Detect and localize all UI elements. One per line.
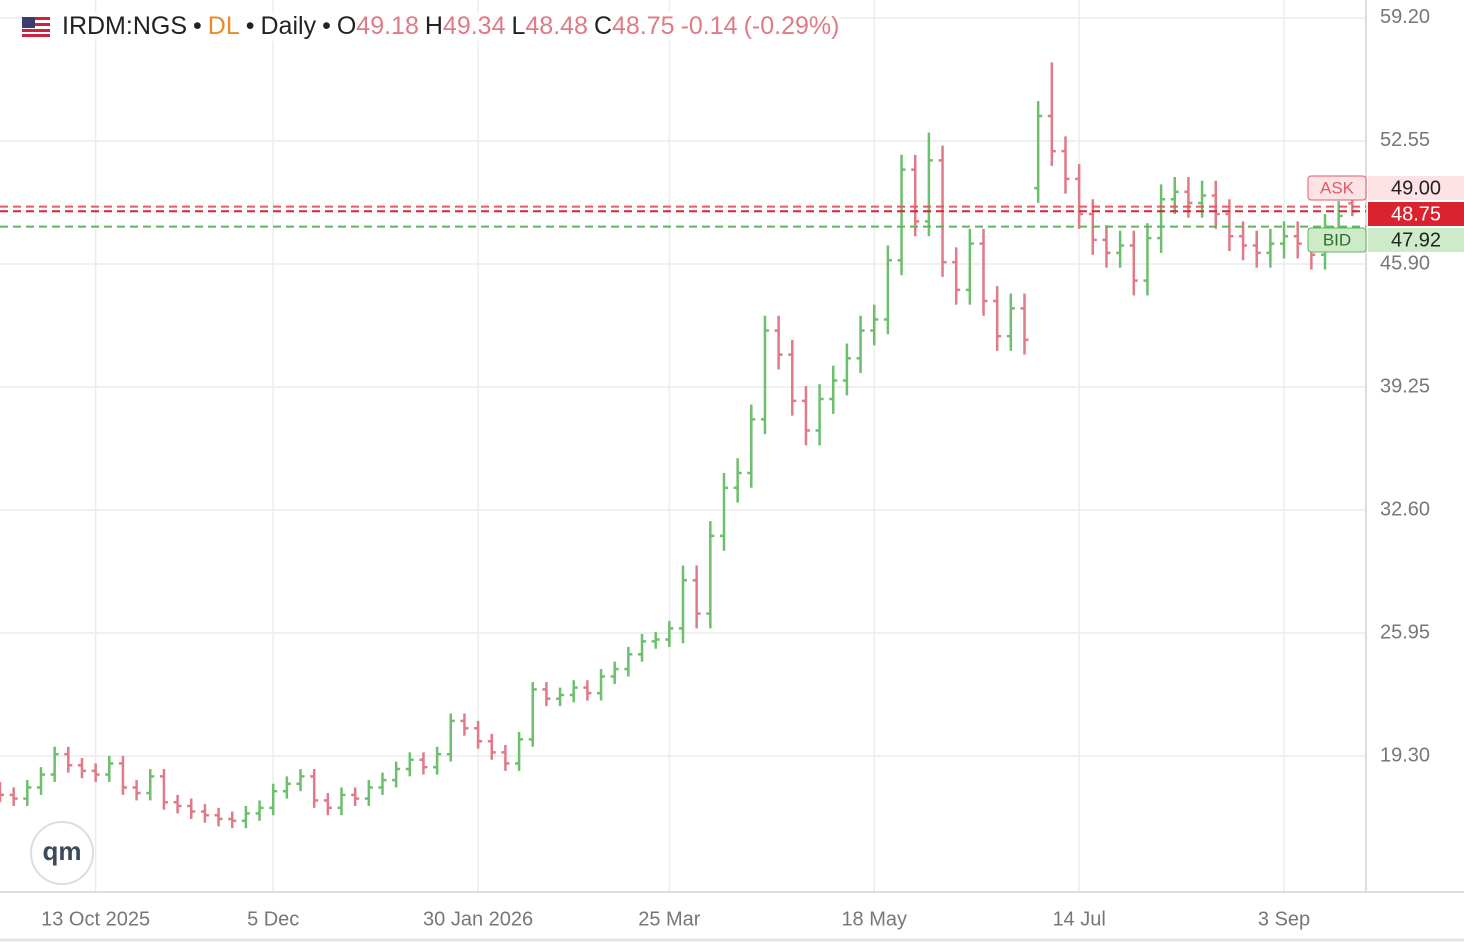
ohlc-label: O: [336, 12, 357, 40]
chart-header: IRDM:NGS • DL • Daily • O49.18 H49.34 L4…: [22, 12, 840, 41]
x-tick-label: 18 May: [841, 908, 907, 930]
y-tick-label: 25.95: [1380, 621, 1430, 643]
quote-value-box: [1368, 176, 1464, 200]
high-value: 49.34: [442, 12, 506, 40]
y-tick-label: 19.30: [1380, 744, 1430, 766]
y-tick-label: 32.60: [1380, 498, 1430, 520]
quote-value: 47.92: [1391, 229, 1441, 251]
x-tick-label: 14 Jul: [1052, 908, 1105, 930]
quote-name: BID: [1323, 230, 1351, 249]
change-pct: (-0.29%): [743, 12, 840, 40]
quote-name: ASK: [1320, 178, 1355, 197]
separator: •: [322, 12, 331, 40]
x-tick-label: 5 Dec: [247, 908, 299, 930]
source: DL: [207, 12, 240, 40]
flag-icon: [22, 16, 50, 37]
ohlc-label: C: [593, 12, 613, 40]
x-tick-label: 3 Sep: [1258, 908, 1310, 930]
quote-value-box: [1368, 228, 1464, 252]
last-value-box: [1368, 202, 1464, 226]
y-tick-label: 39.25: [1380, 375, 1430, 397]
y-tick-label: 59.20: [1380, 6, 1430, 28]
ohlc-label: L: [511, 12, 526, 40]
y-tick-label: 52.55: [1380, 129, 1430, 151]
close-value: 48.75: [612, 12, 675, 40]
separator: •: [245, 12, 255, 40]
separator: •: [193, 12, 202, 40]
quote-tag: [1307, 175, 1367, 201]
open-value: 49.18: [356, 12, 419, 40]
logo-circle: [30, 821, 94, 885]
last-value: 48.75: [1391, 203, 1441, 225]
low-value: 48.48: [525, 12, 588, 40]
ohlc-label: H: [424, 12, 443, 40]
x-tick-label: 25 Mar: [638, 908, 701, 930]
x-tick-label: 30 Jan 2026: [423, 908, 533, 930]
quote-value: 49.00: [1391, 177, 1441, 199]
symbol: IRDM:NGS: [62, 12, 187, 40]
quote-tag: [1307, 227, 1367, 253]
change: -0.14: [680, 12, 738, 40]
y-tick-label: 45.90: [1380, 252, 1430, 274]
interval: Daily: [260, 12, 317, 40]
logo: qm: [43, 836, 82, 866]
x-tick-label: 13 Oct 2025: [41, 908, 150, 930]
